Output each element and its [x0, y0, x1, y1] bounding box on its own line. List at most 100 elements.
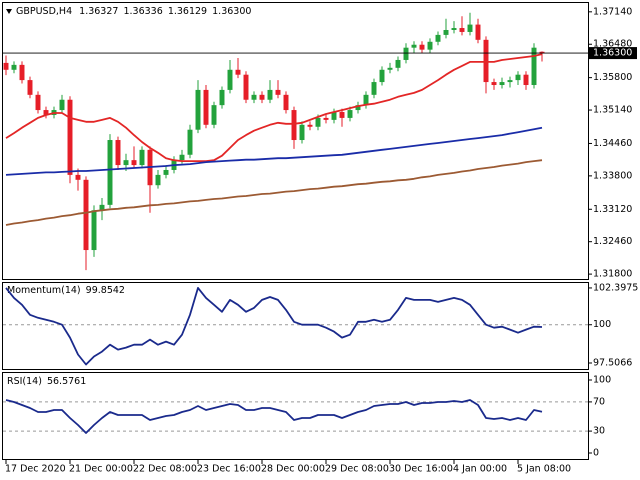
candle-body — [43, 110, 49, 115]
candle-body — [363, 94, 369, 106]
x-tick-label: 5 Jan 08:00 — [517, 464, 571, 475]
candle-body — [91, 210, 97, 251]
y-tick-label: 1.32460 — [593, 236, 632, 247]
y-tick-label: 1.34460 — [593, 138, 632, 149]
candle-body — [227, 69, 233, 90]
candle-body — [395, 59, 401, 68]
candle-body — [299, 124, 305, 141]
candle-body — [419, 44, 425, 50]
candle-body — [315, 117, 321, 127]
candle-body — [19, 64, 25, 81]
candle-body — [187, 129, 193, 155]
candle-body — [179, 154, 185, 161]
y-tick-label: 102.3975 — [593, 282, 638, 293]
main-header: GBPUSD,H4 1.36327 1.36336 1.36129 1.3630… — [16, 6, 251, 17]
candle-body — [251, 94, 257, 100]
y-tick-label: 1.33800 — [593, 170, 632, 181]
candle-body — [35, 94, 41, 111]
collapse-icon — [6, 9, 12, 14]
candle-body — [11, 64, 17, 70]
y-tick-label: 1.37140 — [593, 6, 632, 17]
candle-body — [411, 44, 417, 48]
y-tick-label: 1.33120 — [593, 204, 632, 215]
candle-body — [267, 89, 273, 100]
candle-body — [107, 140, 113, 205]
moving-average — [5, 53, 543, 162]
candle-body — [355, 105, 361, 111]
candle-body — [531, 47, 537, 86]
candle-body — [371, 82, 377, 95]
candle-body — [275, 89, 281, 95]
candle-body — [451, 28, 457, 30]
candle-body — [163, 169, 169, 175]
candle-body — [507, 80, 513, 83]
main-panel-frame — [2, 2, 589, 280]
rsi-panel-frame — [2, 372, 589, 460]
candle-body — [483, 39, 489, 83]
last-close: 1.36300 — [212, 6, 251, 17]
last-open: 1.36327 — [79, 6, 118, 17]
candle-body — [99, 204, 105, 211]
candle-body — [243, 74, 249, 100]
y-tick-label: 1.31800 — [593, 269, 632, 280]
x-tick-label: 21 Dec 00:00 — [69, 464, 133, 475]
y-tick-label: 0 — [593, 447, 599, 458]
y-tick-label: 100 — [593, 375, 611, 386]
candle-body — [523, 74, 529, 86]
candle-body — [443, 29, 449, 35]
candle-body — [291, 110, 297, 141]
x-tick-label: 4 Jan 00:00 — [453, 464, 507, 475]
y-tick-label: 97.5066 — [593, 357, 632, 368]
candle-body — [323, 117, 329, 120]
candle-body — [211, 105, 217, 125]
candle-body — [515, 74, 521, 81]
candle-body — [123, 160, 129, 166]
current-price-label: 1.36300 — [593, 48, 632, 59]
candle-body — [387, 67, 393, 70]
candle-body — [139, 149, 145, 166]
x-tick-label: 30 Dec 16:00 — [389, 464, 453, 475]
y-tick-label: 70 — [593, 396, 605, 407]
candle-body — [459, 28, 465, 32]
indicator-name: RSI(14) — [7, 376, 42, 387]
candle-body — [115, 140, 121, 166]
candle-body — [203, 89, 209, 125]
indicator-value: 99.8542 — [86, 285, 125, 296]
indicator-line — [5, 399, 543, 434]
candle-body — [307, 124, 313, 127]
y-tick-label: 30 — [593, 426, 605, 437]
candle-body — [155, 174, 161, 186]
candle-body — [195, 89, 201, 130]
y-tick-label: 1.36480 — [593, 39, 632, 50]
candle-body — [331, 112, 337, 120]
candle-body — [235, 69, 241, 75]
rsi-header: RSI(14) 56.5761 — [7, 376, 86, 387]
candle-body — [427, 41, 433, 50]
candle-body — [283, 94, 289, 111]
candle-body — [539, 51, 545, 54]
indicator-line — [5, 287, 543, 366]
candle-body — [339, 112, 345, 118]
candle-body — [83, 179, 89, 251]
x-tick-label: 28 Dec 00:00 — [261, 464, 325, 475]
momentum-header: Momentum(14) 99.8542 — [7, 285, 125, 296]
candle-body — [219, 89, 225, 106]
indicator-name: Momentum(14) — [7, 285, 81, 296]
candle-body — [3, 62, 9, 70]
candle-body — [475, 24, 481, 40]
momentum-panel-frame — [2, 282, 589, 370]
candle-body — [403, 47, 409, 60]
x-tick-label: 17 Dec 2020 — [5, 464, 66, 475]
candle-body — [379, 69, 385, 83]
y-tick-label: 100 — [593, 319, 611, 330]
x-tick-label: 23 Dec 16:00 — [197, 464, 261, 475]
candle-body — [491, 82, 497, 86]
x-tick-label: 29 Dec 08:00 — [325, 464, 389, 475]
moving-average — [5, 126, 543, 176]
candle-body — [259, 94, 265, 100]
last-high: 1.36336 — [123, 6, 162, 17]
candle-body — [467, 24, 473, 32]
x-tick-label: 22 Dec 08:00 — [133, 464, 197, 475]
moving-average — [5, 159, 543, 226]
